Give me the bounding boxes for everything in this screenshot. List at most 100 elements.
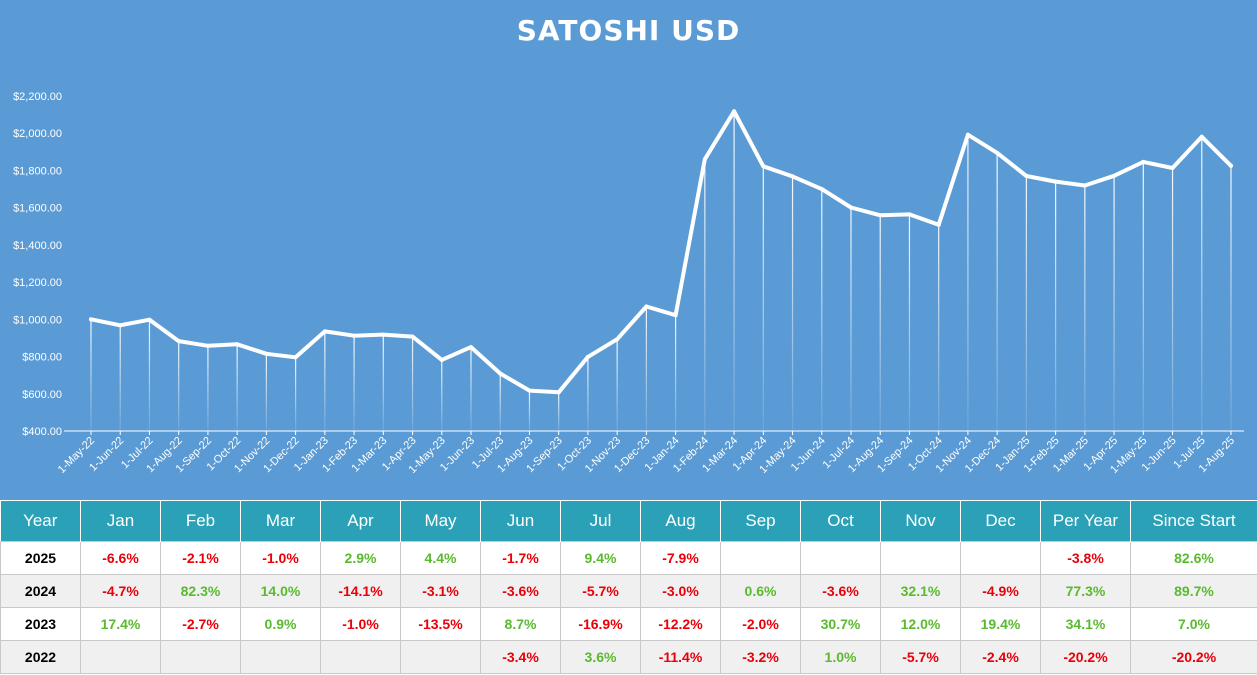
drop-line: [587, 356, 589, 431]
column-header: Jan: [80, 501, 161, 542]
data-point: [965, 132, 970, 137]
drop-line: [470, 347, 472, 431]
drop-line: [1171, 168, 1174, 431]
drop-line: [148, 319, 151, 431]
data-point: [293, 355, 298, 360]
return-cell: -3.2%: [720, 640, 801, 674]
data-point: [89, 317, 93, 322]
return-cell: -1.0%: [240, 541, 321, 575]
drop-line: [1113, 175, 1115, 431]
return-cell: -14.1%: [320, 574, 401, 608]
column-header: Nov: [880, 501, 961, 542]
data-point: [644, 304, 649, 309]
table-body: 2025 -6.6% -2.1% -1.0% 2.9% 4.4% -1.7% 9.4% -7.9…: [0, 541, 1257, 674]
chart-title: SATOSHI USD: [516, 14, 741, 47]
column-header: Aug: [640, 501, 721, 542]
return-cell: 3.6%: [560, 640, 641, 674]
drop-line: [996, 152, 998, 431]
return-cell: -11.4%: [640, 640, 721, 674]
column-header: Since Start: [1130, 501, 1257, 542]
year-cell: 2022: [0, 640, 81, 674]
data-point: [936, 222, 941, 227]
return-cell: -20.2%: [1130, 640, 1257, 674]
return-cell: [240, 640, 321, 674]
data-point: [498, 371, 503, 376]
return-cell: 82.3%: [160, 574, 241, 608]
year-cell: 2025: [0, 541, 81, 575]
data-point: [527, 388, 532, 393]
y-tick-label: $1,600.00: [13, 203, 62, 215]
data-point: [235, 342, 240, 347]
drop-line: [704, 159, 706, 431]
return-cell: -3.0%: [640, 574, 721, 608]
return-cell: [800, 541, 881, 575]
series-line: [89, 109, 1233, 395]
return-cell: 12.0%: [880, 607, 961, 641]
return-cell: -5.7%: [880, 640, 961, 674]
year-cell: 2024: [0, 574, 81, 608]
data-point: [1082, 183, 1087, 188]
return-cell: [960, 541, 1041, 575]
return-cell: -16.9%: [560, 607, 641, 641]
y-tick-label: $2,200.00: [13, 91, 62, 103]
return-cell: -4.9%: [960, 574, 1041, 608]
y-tick-label: $1,200.00: [13, 277, 62, 289]
returns-table: Year Jan Feb Mar Apr May Jun Jul Aug Sep Oct Nov Dec…: [0, 501, 1257, 674]
data-point: [849, 205, 853, 210]
data-point: [585, 354, 590, 359]
return-cell: 34.1%: [1040, 607, 1131, 641]
drop-line: [1201, 136, 1203, 431]
data-point: [264, 351, 269, 356]
data-point: [702, 157, 707, 162]
drop-line: [908, 214, 911, 431]
column-header: Mar: [240, 501, 321, 542]
table-row: 2024 -4.7% 82.3% 14.0% -14.1% -3.1% -3.6% -5.7%…: [0, 574, 1257, 608]
table-row: 2025 -6.6% -2.1% -1.0% 2.9% 4.4% -1.7% 9.4% -7.9…: [0, 541, 1257, 575]
drop-line: [821, 189, 823, 431]
data-point: [410, 334, 415, 339]
return-cell: -2.1%: [160, 541, 241, 575]
data-point: [819, 187, 824, 192]
drop-line: [1084, 185, 1086, 431]
return-cell: 8.7%: [480, 607, 561, 641]
data-point: [1229, 163, 1233, 168]
drop-line: [733, 111, 735, 431]
drop-line: [1142, 161, 1144, 431]
return-cell: 0.9%: [240, 607, 321, 641]
return-cell: 77.3%: [1040, 574, 1131, 608]
return-cell: [320, 640, 401, 674]
return-cell: -20.2%: [1040, 640, 1131, 674]
column-header: May: [400, 501, 481, 542]
table-row: 2023 17.4% -2.7% 0.9% -1.0% -13.5% 8.7% -16.9% -…: [0, 607, 1257, 641]
drop-line: [645, 306, 647, 431]
data-point: [1170, 166, 1175, 171]
return-cell: 7.0%: [1130, 607, 1257, 641]
data-point: [790, 174, 795, 179]
return-cell: [720, 541, 801, 575]
drop-line: [879, 215, 881, 431]
data-point: [615, 337, 620, 342]
return-cell: [400, 640, 481, 674]
return-cell: -3.4%: [480, 640, 561, 674]
return-cell: [880, 541, 961, 575]
y-tick-label: $400.00: [22, 426, 62, 438]
drop-line: [382, 334, 384, 431]
return-cell: -2.7%: [160, 607, 241, 641]
drop-line: [353, 335, 355, 431]
data-point: [1199, 134, 1204, 139]
data-point: [907, 212, 912, 217]
return-cell: -2.4%: [960, 640, 1041, 674]
drop-line: [265, 353, 267, 431]
data-point: [995, 150, 1000, 155]
drop-line: [1230, 165, 1232, 431]
return-cell: -3.8%: [1040, 541, 1131, 575]
drop-line: [850, 207, 852, 431]
return-cell: 0.6%: [720, 574, 801, 608]
y-tick-label: $1,000.00: [13, 314, 62, 326]
return-cell: 82.6%: [1130, 541, 1257, 575]
y-tick-label: $800.00: [22, 352, 62, 364]
table-row: 2022 -3.4% 3.6% -11.4% -3.2% 1.0% -5.7% -2.4% -2…: [0, 640, 1257, 674]
return-cell: 32.1%: [880, 574, 961, 608]
year-cell: 2023: [0, 607, 81, 641]
return-cell: -12.2%: [640, 607, 721, 641]
